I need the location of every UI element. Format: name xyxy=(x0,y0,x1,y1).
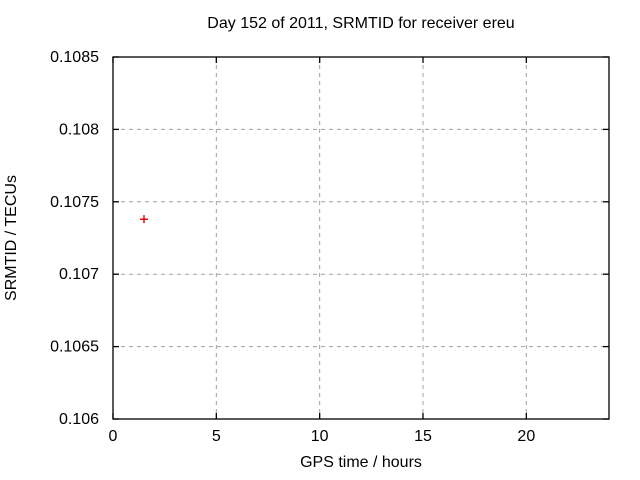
x-tick-label: 5 xyxy=(212,428,221,445)
y-tick-label: 0.1075 xyxy=(50,194,99,211)
y-tick-label: 0.107 xyxy=(59,266,99,283)
y-tick-label: 0.1065 xyxy=(50,339,99,356)
plot-border xyxy=(112,56,610,420)
y-axis-label: SRMTID / TECUs xyxy=(3,175,20,301)
x-tick-label: 10 xyxy=(311,428,329,445)
y-tick-label: 0.106 xyxy=(59,411,99,428)
x-tick-label: 15 xyxy=(414,428,432,445)
x-axis-label: GPS time / hours xyxy=(300,454,422,471)
y-tick-label: 0.1085 xyxy=(50,49,99,66)
x-tick-label: 20 xyxy=(517,428,535,445)
x-tick-label: 0 xyxy=(109,428,118,445)
data-point-marker xyxy=(140,215,148,224)
y-tick-label: 0.108 xyxy=(59,121,99,138)
chart-title: Day 152 of 2011, SRMTID for receiver ere… xyxy=(207,15,515,32)
